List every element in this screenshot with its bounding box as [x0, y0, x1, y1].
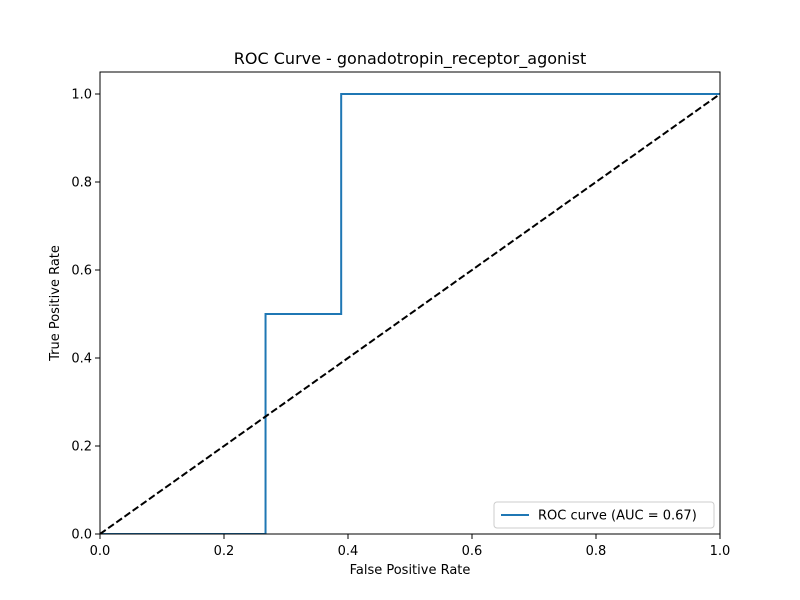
y-tick-label: 0.6: [71, 264, 92, 279]
x-axis: 0.0 0.2 0.4 0.6 0.8 1.0: [90, 534, 731, 559]
roc-curve-line: [100, 93, 720, 534]
y-tick-label: 0.4: [71, 352, 92, 367]
chance-diagonal-line: [100, 93, 720, 534]
y-tick-label: 0.0: [71, 528, 92, 543]
chart-title: ROC Curve - gonadotropin_receptor_agonis…: [234, 49, 586, 69]
y-tick-label: 0.2: [71, 440, 92, 455]
x-tick-label: 0.8: [586, 544, 607, 559]
x-tick-label: 1.0: [710, 544, 731, 559]
y-tick-label: 1.0: [71, 88, 92, 103]
legend-box: [493, 501, 715, 529]
y-tick-label: 0.8: [71, 176, 92, 191]
x-axis-label: False Positive Rate: [350, 563, 471, 578]
x-tick-label: 0.4: [338, 544, 359, 559]
y-axis-label: True Positive Rate: [48, 245, 63, 362]
y-axis: 0.0 0.2 0.4 0.6 0.8 1.0: [71, 88, 100, 543]
plot-frame: [99, 71, 721, 535]
legend: ROC curve (AUC = 0.67): [493, 501, 715, 529]
x-tick-label: 0.6: [462, 544, 483, 559]
x-tick-label: 0.0: [90, 544, 111, 559]
legend-entry-roc-curve: ROC curve (AUC = 0.67): [538, 509, 697, 524]
x-tick-label: 0.2: [214, 544, 235, 559]
plot-area: [100, 93, 720, 534]
